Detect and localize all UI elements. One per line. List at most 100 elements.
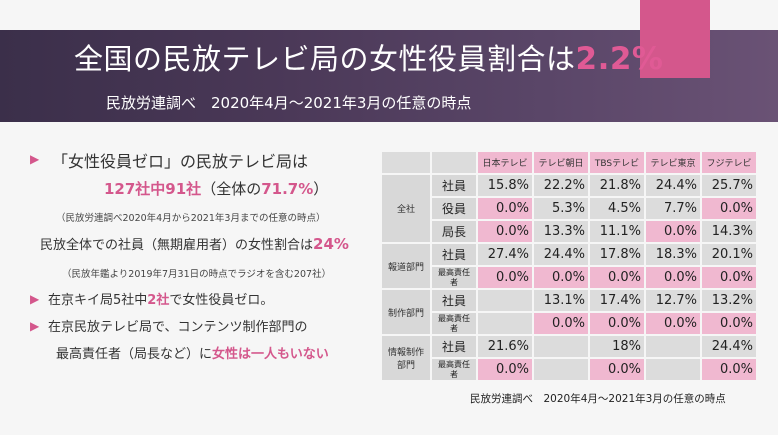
bullet3-line2: 最高責任者（局長など）に女性は一人もいない (56, 343, 329, 362)
table-cell: 21.8% (590, 175, 644, 196)
table-corner (382, 152, 430, 173)
table-cell: 24.4% (534, 244, 588, 265)
bullet3-line2-a: 最高責任者（局長など）に (56, 347, 213, 362)
table-cell (646, 336, 700, 357)
column-header: テレビ東京 (646, 152, 700, 173)
table-cell (646, 359, 700, 380)
table-cell: 0.0% (478, 198, 532, 219)
bullet1-line2: 127社中91社（全体の71.7%） (104, 178, 328, 199)
table-cell (478, 313, 532, 334)
table-cell: 0.0% (478, 267, 532, 288)
table-cell: 0.0% (702, 267, 756, 288)
table-cell: 0.0% (534, 267, 588, 288)
table-cell: 14.3% (702, 221, 756, 242)
row-label: 社員 (432, 175, 476, 196)
data-table: 日本テレビ テレビ朝日 TBSテレビ テレビ東京 フジテレビ 全社 社員 15.8% 22.2%… (380, 150, 758, 382)
bullet1-line3: 民放全体での社員（無期雇用者）の女性割合は24% (40, 234, 349, 253)
table-cell: 0.0% (590, 313, 644, 334)
table-cell: 0.0% (702, 313, 756, 334)
table-cell (478, 290, 532, 311)
table-cell: 0.0% (478, 221, 532, 242)
table-cell: 18% (590, 336, 644, 357)
table-cell: 27.4% (478, 244, 532, 265)
table-cell: 5.3% (534, 198, 588, 219)
table-cell (534, 359, 588, 380)
row-label: 最高責任者 (432, 359, 476, 380)
page-title: 全国の民放テレビ局の女性役員割合は2.2% (74, 36, 664, 78)
bullet2-a: 在京キイ局5社中 (48, 293, 148, 308)
bullet-arrow-icon: ▶ (30, 319, 40, 333)
table-source: 民放労連調べ 2020年4月～2021年3月の任意の時点 (470, 393, 726, 405)
table-cell: 13.3% (534, 221, 588, 242)
table-cell: 0.0% (702, 359, 756, 380)
title-highlight: 2.2% (575, 41, 664, 77)
banner-accent (640, 0, 710, 78)
row-label: 最高責任者 (432, 267, 476, 288)
bullet2-c: で女性役員ゼロ。 (169, 293, 274, 308)
table-cell: 0.0% (590, 359, 644, 380)
bullet1-paren-open: （全体の (201, 180, 262, 198)
bullet1-percent: 71.7% (261, 180, 314, 198)
table-row: 最高責任者 0.0% 0.0% 0.0% 0.0% 0.0% (382, 267, 756, 288)
table-corner (432, 152, 476, 173)
table-cell: 0.0% (646, 313, 700, 334)
table-cell (534, 336, 588, 357)
row-label: 社員 (432, 290, 476, 311)
table-row: 報道部門 社員 27.4% 24.4% 17.8% 18.3% 20.1% (382, 244, 756, 288)
row-label: 社員 (432, 244, 476, 265)
table-row: 最高責任者 0.0% 0.0% 0.0% (382, 359, 756, 380)
table-cell: 12.7% (646, 290, 700, 311)
row-label: 最高責任者 (432, 313, 476, 334)
table-cell: 4.5% (590, 198, 644, 219)
bullet1-note2: （民放年鑑より2019年7月31日の時点でラジオを含む207社） (62, 269, 332, 280)
table-cell: 11.1% (590, 221, 644, 242)
bullet-arrow-icon: ▶ (30, 292, 40, 306)
section-label: 情報制作部門 (382, 336, 430, 380)
table-cell: 0.0% (702, 198, 756, 219)
table-cell: 21.6% (478, 336, 532, 357)
bullet1-line1: 「女性役員ゼロ」の民放テレビ局は (52, 152, 309, 171)
table-cell: 0.0% (478, 359, 532, 380)
table-cell: 7.7% (646, 198, 700, 219)
bullet1-paren-close: ） (313, 180, 329, 198)
bullet1-line3-text: 民放全体での社員（無期雇用者）の女性割合は (40, 238, 314, 253)
row-label: 局長 (432, 221, 476, 242)
bullet3-line1: 在京民放テレビ局で、コンテンツ制作部門の (48, 320, 308, 335)
table-cell: 13.2% (702, 290, 756, 311)
bullet1-count: 127社中91社 (104, 180, 202, 198)
row-label: 役員 (432, 198, 476, 219)
section-label: 全社 (382, 175, 430, 242)
table-row: 情報制作部門 社員 21.6% 18% 24.4% (382, 336, 756, 380)
table-row: 局長 0.0% 13.3% 11.1% 0.0% 14.3% (382, 221, 756, 242)
table-cell: 25.7% (702, 175, 756, 196)
bullet1-note1: （民放労連調べ2020年4月から2021年3月までの任意の時点） (56, 213, 326, 224)
column-header: 日本テレビ (478, 152, 532, 173)
column-header: TBSテレビ (590, 152, 644, 173)
column-header: フジテレビ (702, 152, 756, 173)
title-main: 全国の民放テレビ局の女性役員割合は (74, 42, 576, 76)
table-cell: 0.0% (646, 221, 700, 242)
bullet-arrow-icon: ▶ (30, 152, 40, 166)
table-cell: 20.1% (702, 244, 756, 265)
table-cell: 18.3% (646, 244, 700, 265)
section-label: 報道部門 (382, 244, 430, 288)
table-row: 全社 社員 15.8% 22.2% 21.8% 24.4% 25.7% (382, 175, 756, 242)
table-row: 最高責任者 0.0% 0.0% 0.0% 0.0% (382, 313, 756, 334)
table-cell: 13.1% (534, 290, 588, 311)
bullet3-line2-b: 女性は一人もいない (212, 347, 329, 362)
bullet2-text: 在京キイ局5社中2社で女性役員ゼロ。 (48, 289, 273, 308)
table-cell: 24.4% (646, 175, 700, 196)
bullet2-b: 2社 (147, 293, 170, 308)
table-header-row: 日本テレビ テレビ朝日 TBSテレビ テレビ東京 フジテレビ (382, 152, 756, 173)
table-cell: 17.4% (590, 290, 644, 311)
table-cell: 17.8% (590, 244, 644, 265)
table-cell: 0.0% (590, 267, 644, 288)
section-label: 制作部門 (382, 290, 430, 334)
table-row: 制作部門 社員 13.1% 17.4% 12.7% 13.2% (382, 290, 756, 334)
subtitle: 民放労連調べ 2020年4月～2021年3月の任意の時点 (106, 94, 472, 112)
row-label: 社員 (432, 336, 476, 357)
table-row: 役員 0.0% 5.3% 4.5% 7.7% 0.0% (382, 198, 756, 219)
bullet1-line3-percent: 24% (313, 235, 349, 253)
table-cell: 0.0% (646, 267, 700, 288)
